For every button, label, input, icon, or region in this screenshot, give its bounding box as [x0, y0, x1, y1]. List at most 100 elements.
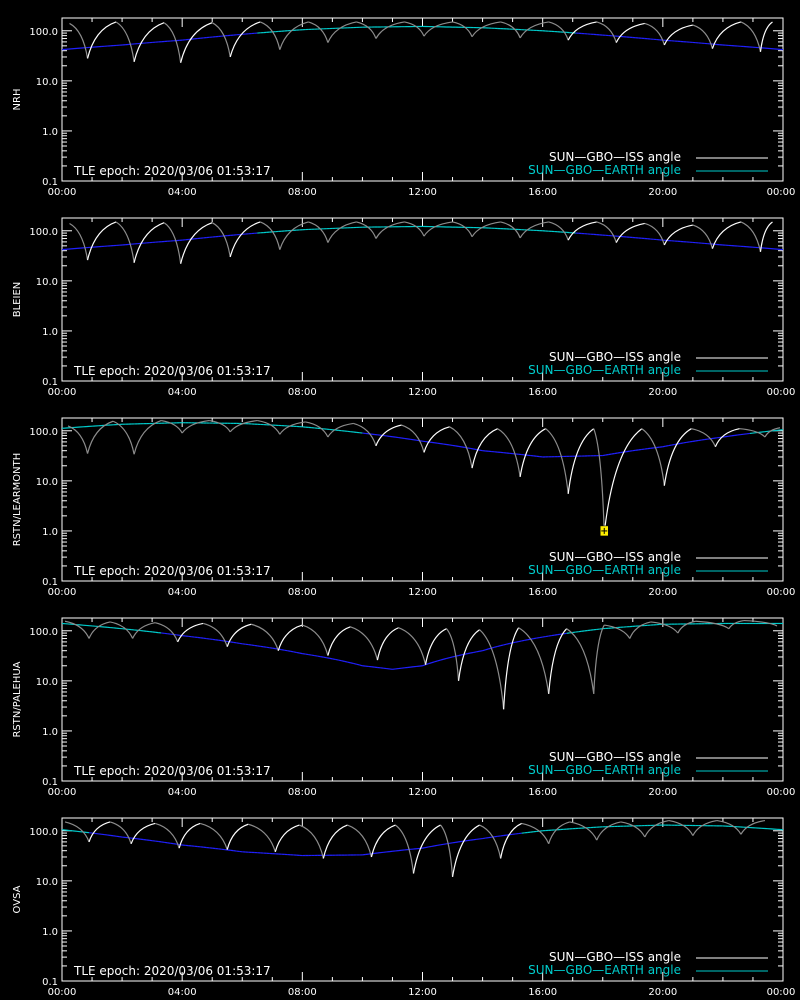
iss-angle-segment	[500, 822, 522, 859]
earth-angle-segment	[428, 845, 432, 848]
iss-angle-segment	[596, 21, 617, 43]
iss-angle-segment	[178, 822, 201, 849]
x-tick-label: 12:00	[408, 787, 437, 798]
earth-angle-segment	[677, 442, 681, 445]
iss-angle-segment	[521, 822, 550, 845]
tle-epoch-annotation: TLE epoch: 2020/03/06 01:53:17	[73, 764, 271, 778]
y-tick-label: 10.0	[36, 677, 58, 688]
iss-angle-segment	[375, 221, 405, 239]
y-tick-label: 0.1	[42, 777, 58, 788]
earth-angle-segment	[473, 448, 477, 451]
y-axis-label: NRH	[12, 89, 23, 111]
iss-angle-segment	[596, 221, 617, 243]
iss-angle-segment	[274, 824, 300, 852]
iss-angle-segment	[398, 627, 427, 665]
y-axis-label: RSTN/PALEHUA	[12, 661, 23, 737]
iss-angle-segment	[112, 420, 135, 455]
iss-angle-segment	[423, 221, 453, 237]
iss-angle-segment	[518, 627, 550, 694]
earth-angle-segment	[452, 655, 456, 658]
x-tick-label: 00:00	[48, 787, 77, 798]
earth-angle-segment	[524, 639, 528, 641]
iss-angle-segment	[567, 221, 597, 241]
tle-epoch-annotation: TLE epoch: 2020/03/06 01:53:17	[73, 564, 271, 578]
iss-angle-segment	[163, 222, 182, 264]
earth-angle-segment	[683, 441, 687, 444]
tle-epoch-annotation: TLE epoch: 2020/03/06 01:53:17	[73, 164, 271, 178]
iss-angle-segment	[677, 620, 696, 634]
iss-angle-segment	[64, 620, 90, 639]
iss-angle-segment	[279, 421, 306, 435]
curves	[62, 819, 783, 877]
iss-angle-segment	[663, 224, 693, 246]
iss-angle-segment	[69, 22, 89, 59]
earth-angle-segment	[431, 845, 435, 847]
iss-angle-segment	[596, 821, 621, 841]
iss-angle-segment	[86, 221, 117, 261]
iss-angle-segment	[569, 821, 598, 841]
x-tick-label: 20:00	[648, 787, 677, 798]
x-tick-label: 00:00	[767, 387, 796, 398]
earth-angle-segment	[299, 652, 303, 655]
x-tick-label: 08:00	[288, 187, 317, 198]
iss-angle-segment	[567, 21, 597, 41]
y-tick-label: 100.0	[29, 627, 58, 638]
x-tick-label: 00:00	[48, 587, 77, 598]
iss-angle-segment	[67, 425, 89, 454]
iss-angle-segment	[412, 824, 441, 874]
y-tick-label: 0.1	[42, 377, 58, 388]
iss-angle-segment	[154, 822, 180, 849]
iss-angle-segment	[226, 823, 249, 850]
iss-angle-segment	[644, 819, 669, 838]
iss-angle-segment	[86, 21, 117, 59]
y-tick-label: 10.0	[36, 277, 58, 288]
iss-angle-segment	[548, 21, 569, 41]
x-tick-label: 00:00	[48, 387, 77, 398]
earth-angle-segment	[284, 649, 288, 652]
curves	[62, 619, 783, 710]
earth-angle-segment	[479, 449, 483, 452]
iss-angle-segment	[620, 821, 646, 838]
iss-angle-segment	[471, 428, 498, 469]
earth-angle-segment	[665, 444, 669, 447]
earth-angle-segment	[329, 657, 333, 660]
iss-angle-segment	[423, 426, 450, 453]
iss-angle-segment	[133, 22, 165, 62]
iss-angle-segment	[548, 628, 568, 694]
earth-angle-segment	[503, 643, 507, 646]
earth-angle-segment	[341, 660, 345, 662]
iss-angle-segment	[615, 222, 645, 243]
earth-angle-segment	[434, 844, 438, 847]
tle-epoch-annotation: TLE epoch: 2020/03/06 01:53:17	[73, 964, 271, 978]
iss-angle-segment	[327, 221, 357, 243]
iss-angle-segment	[424, 628, 447, 665]
x-tick-label: 20:00	[648, 587, 677, 598]
iss-angle-segment	[545, 428, 569, 494]
earth-angle-segment	[353, 662, 357, 665]
earth-angle-segment	[476, 650, 480, 653]
earth-angle-segment	[314, 654, 318, 657]
iss-angle-segment	[604, 624, 631, 639]
legend-label-iss: SUN—GBO—ISS angle	[549, 550, 681, 564]
iss-angle-segment	[740, 819, 766, 835]
x-tick-label: 12:00	[408, 387, 437, 398]
iss-angle-segment	[716, 819, 742, 835]
iss-angle-segment	[88, 821, 111, 843]
curves	[62, 21, 783, 63]
iss-angle-segment	[229, 21, 261, 58]
iss-angle-segment	[641, 428, 665, 486]
earth-angle-segment	[485, 648, 489, 651]
iss-angle-segment	[133, 419, 162, 455]
y-tick-label: 10.0	[36, 77, 58, 88]
curves	[62, 221, 783, 264]
iss-angle-segment	[181, 419, 210, 434]
iss-angle-segment	[226, 623, 252, 647]
iss-angle-segment	[115, 221, 135, 263]
iss-angle-segment	[615, 22, 645, 43]
earth-angle-segment	[497, 645, 501, 647]
panel-5: 0.1 1.0 10.0 100.0 00:00 04:00 08:00 12:00 16:00…	[12, 817, 795, 998]
y-tick-label: 100.0	[29, 27, 58, 38]
iss-angle-segment	[714, 428, 740, 447]
earth-angle-segment	[440, 843, 444, 846]
iss-angle-segment	[479, 629, 505, 710]
